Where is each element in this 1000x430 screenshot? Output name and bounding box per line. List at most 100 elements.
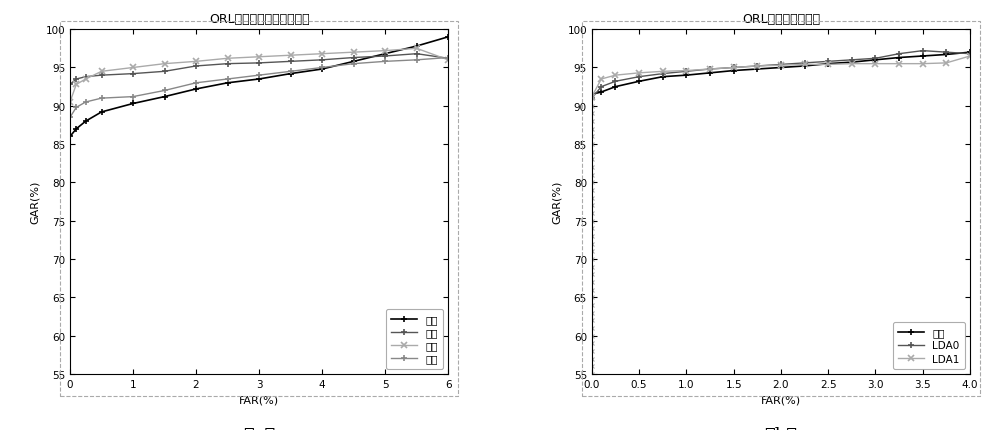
LDA0 [680,70,692,75]
二层 [442,58,454,63]
原始 [846,60,858,65]
一层 [411,52,423,57]
二层 [285,53,297,58]
二层 [253,55,265,60]
二层 [64,100,76,105]
Y-axis label: GAR(%): GAR(%) [552,181,562,224]
原始 [96,110,108,115]
Title: ORL人脸库二局化实验结果: ORL人脸库二局化实验结果 [209,13,309,26]
三层 [127,95,139,100]
LDA1 [633,71,645,76]
LDA0 [822,60,834,65]
LDA1 [657,70,669,75]
X-axis label: FAR(%): FAR(%) [239,394,279,405]
原始 [704,71,716,76]
一层 [253,61,265,66]
Line: 原始: 原始 [589,50,973,98]
Line: LDA0: LDA0 [589,49,973,101]
LDA0 [940,50,952,55]
二层 [348,50,360,55]
LDA0 [751,64,763,69]
原始 [285,72,297,77]
LDA1 [586,95,598,100]
一层 [379,54,391,59]
原始 [586,92,598,98]
一层 [222,62,234,67]
LDA0 [728,66,740,71]
Legend: 原始, LDA0, LDA1: 原始, LDA0, LDA1 [893,322,965,369]
原始 [822,62,834,67]
LDA0 [846,58,858,63]
三层 [411,58,423,63]
一层 [159,70,171,75]
原始 [70,127,82,132]
一层 [70,77,82,83]
二层 [159,62,171,67]
Line: 一层: 一层 [67,52,451,88]
LDA1 [595,77,607,83]
原始 [159,95,171,100]
二层 [411,46,423,52]
原始 [609,85,621,90]
LDA1 [846,62,858,67]
Y-axis label: GAR(%): GAR(%) [30,181,40,224]
LDA1 [940,61,952,66]
LDA1 [822,63,834,68]
LDA0 [869,57,881,62]
二层 [222,57,234,62]
原始 [893,56,905,61]
LDA1 [680,69,692,74]
三层 [316,66,328,71]
LDA0 [917,49,929,54]
原始 [775,66,787,71]
Title: ORL人脸库实验结果: ORL人脸库实验结果 [742,13,820,26]
二层 [80,77,92,83]
三层 [96,96,108,101]
原始 [127,101,139,107]
Line: LDA1: LDA1 [589,54,973,100]
原始 [940,53,952,58]
原始 [869,58,881,63]
二层 [127,66,139,71]
原始 [379,52,391,57]
Line: 三层: 三层 [67,55,451,121]
LDA0 [704,67,716,72]
三层 [348,62,360,67]
一层 [316,58,328,63]
原始 [348,60,360,65]
一层 [190,64,202,69]
LDA1 [964,54,976,59]
一层 [285,60,297,65]
三层 [379,60,391,65]
LDA0 [893,52,905,57]
原始 [917,54,929,59]
LDA1 [704,67,716,72]
一层 [80,75,92,80]
原始 [190,87,202,92]
三层 [190,81,202,86]
三层 [64,115,76,120]
Line: 二层: 二层 [67,46,451,105]
LDA0 [657,72,669,77]
三层 [70,105,82,111]
LDA0 [609,80,621,85]
LDA0 [964,52,976,57]
原始 [728,69,740,74]
原始 [657,75,669,80]
三层 [253,74,265,79]
一层 [348,56,360,61]
三层 [80,100,92,105]
二层 [190,60,202,65]
三层 [222,77,234,83]
LDA1 [893,62,905,67]
原始 [633,80,645,85]
一层 [64,83,76,88]
二层 [379,49,391,54]
LDA1 [869,62,881,67]
三层 [159,89,171,94]
原始 [680,74,692,79]
LDA1 [917,62,929,67]
原始 [64,135,76,140]
一层 [442,57,454,62]
二层 [70,83,82,88]
